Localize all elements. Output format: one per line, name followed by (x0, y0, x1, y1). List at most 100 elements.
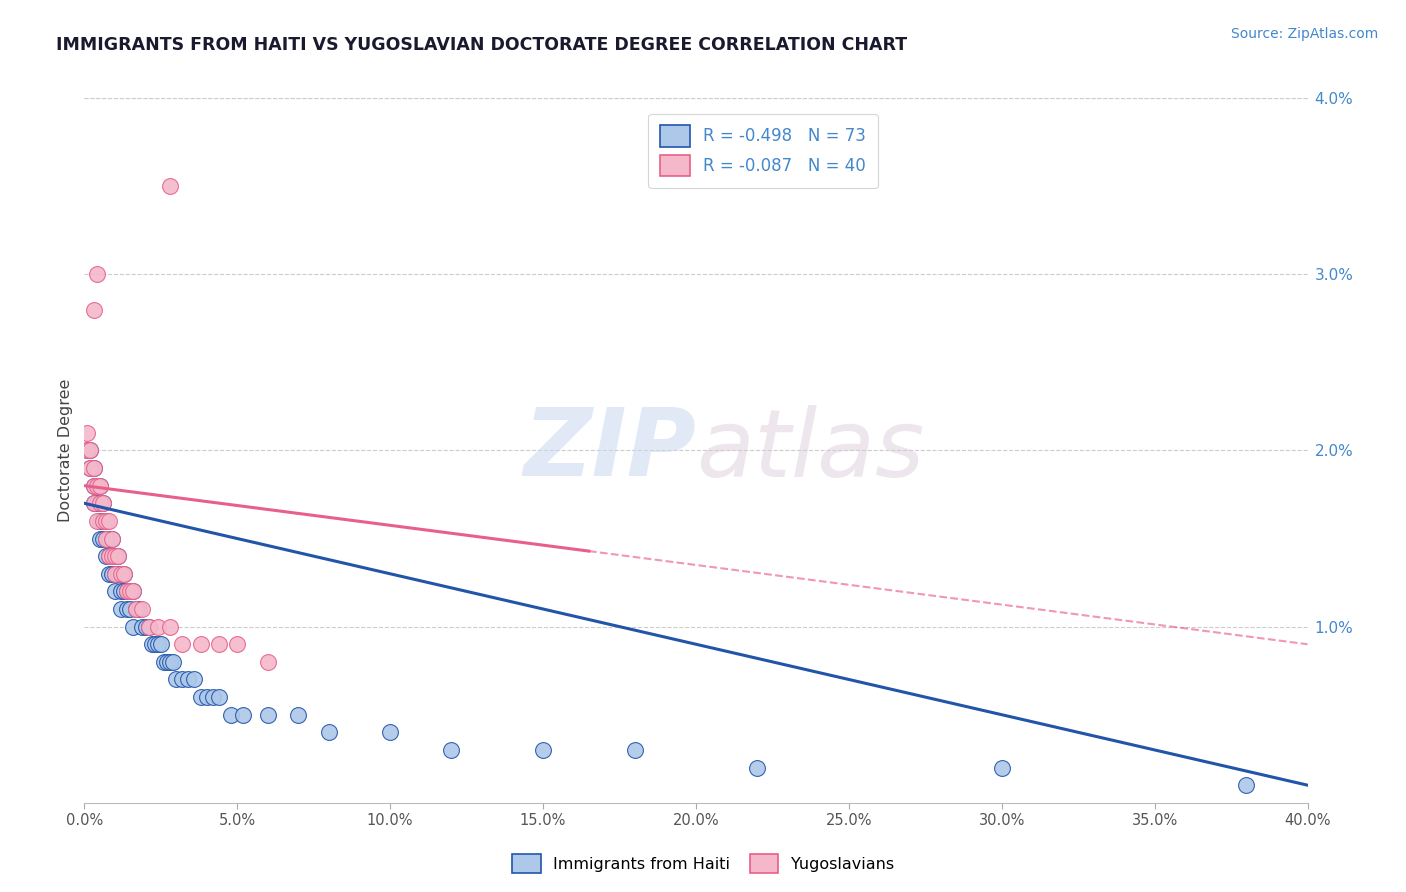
Point (101, 566, 124, 581)
Point (104, 549, 127, 564)
Point (1236, 778, 1258, 792)
Point (257, 707, 280, 722)
Point (86, 478, 108, 492)
Point (183, 673, 205, 687)
Point (101, 532, 124, 546)
Point (83, 496, 105, 510)
Text: IMMIGRANTS FROM HAITI VS YUGOSLAVIAN DOCTORATE DEGREE CORRELATION CHART: IMMIGRANTS FROM HAITI VS YUGOSLAVIAN DOC… (56, 36, 907, 54)
Text: atlas: atlas (696, 405, 924, 496)
Point (190, 690, 212, 705)
Point (208, 637, 231, 651)
Point (86, 268, 108, 282)
Point (143, 637, 166, 651)
Point (226, 637, 249, 651)
Point (110, 566, 132, 581)
Point (86, 478, 108, 492)
Point (101, 549, 124, 564)
Point (89, 514, 111, 528)
Point (115, 602, 138, 616)
Point (107, 549, 129, 564)
Point (94, 514, 117, 528)
Point (107, 549, 129, 564)
Point (104, 566, 127, 581)
Point (83, 461, 105, 475)
Point (440, 743, 463, 757)
Point (97, 514, 120, 528)
Point (110, 602, 132, 616)
Point (104, 584, 127, 599)
Point (120, 584, 142, 599)
Point (318, 725, 340, 739)
Point (177, 673, 200, 687)
Point (159, 655, 181, 669)
Text: ZIP: ZIP (523, 404, 696, 497)
Point (83, 461, 105, 475)
Point (110, 584, 132, 599)
Point (112, 566, 135, 581)
Point (89, 478, 111, 492)
Point (91, 514, 114, 528)
Point (115, 584, 138, 599)
Point (122, 619, 145, 633)
Point (162, 655, 184, 669)
Point (91, 496, 114, 510)
Point (104, 549, 127, 564)
Point (159, 179, 181, 194)
Point (91, 496, 114, 510)
Point (138, 619, 160, 633)
Point (91, 514, 114, 528)
Point (79, 461, 101, 475)
Point (135, 619, 157, 633)
Point (531, 743, 554, 757)
Point (122, 584, 145, 599)
Point (94, 514, 117, 528)
Y-axis label: Doctorate Degree: Doctorate Degree (58, 379, 73, 522)
Point (153, 655, 176, 669)
Point (156, 655, 179, 669)
Point (94, 549, 117, 564)
Point (97, 532, 120, 546)
Point (112, 566, 135, 581)
Point (79, 443, 101, 458)
Point (97, 566, 120, 581)
Legend: R = -0.498   N = 73, R = -0.087   N = 40: R = -0.498 N = 73, R = -0.087 N = 40 (648, 113, 877, 188)
Point (747, 760, 769, 774)
Point (122, 584, 145, 599)
Point (138, 619, 160, 633)
Point (141, 637, 163, 651)
Point (89, 532, 111, 546)
Point (195, 690, 218, 705)
Point (159, 619, 181, 633)
Point (97, 549, 120, 564)
Point (94, 532, 117, 546)
Point (128, 602, 150, 616)
Point (131, 619, 153, 633)
Point (104, 566, 127, 581)
Point (172, 673, 194, 687)
Point (131, 602, 153, 616)
Point (86, 496, 108, 510)
Point (83, 478, 105, 492)
Point (287, 707, 309, 722)
Point (115, 584, 138, 599)
Point (101, 549, 124, 564)
Point (208, 690, 231, 705)
Legend: Immigrants from Haiti, Yugoslavians: Immigrants from Haiti, Yugoslavians (505, 847, 901, 880)
Point (149, 637, 172, 651)
Point (76, 443, 98, 458)
Point (991, 760, 1014, 774)
Point (190, 637, 212, 651)
Point (107, 566, 129, 581)
Point (76, 443, 98, 458)
Point (120, 584, 142, 599)
Point (146, 637, 169, 651)
Point (91, 532, 114, 546)
Point (79, 443, 101, 458)
Point (125, 602, 148, 616)
Point (83, 302, 105, 317)
Point (172, 637, 194, 651)
Point (97, 549, 120, 564)
Point (89, 496, 111, 510)
Point (76, 425, 98, 440)
Point (79, 461, 101, 475)
